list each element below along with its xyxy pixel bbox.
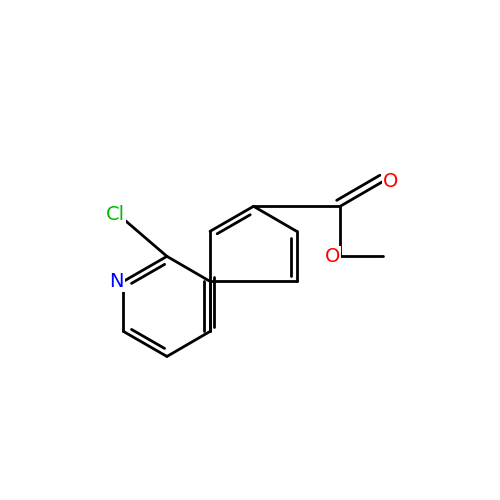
- Text: N: N: [109, 272, 124, 291]
- Text: O: O: [384, 172, 398, 191]
- Text: Cl: Cl: [106, 204, 126, 224]
- Text: O: O: [325, 247, 340, 266]
